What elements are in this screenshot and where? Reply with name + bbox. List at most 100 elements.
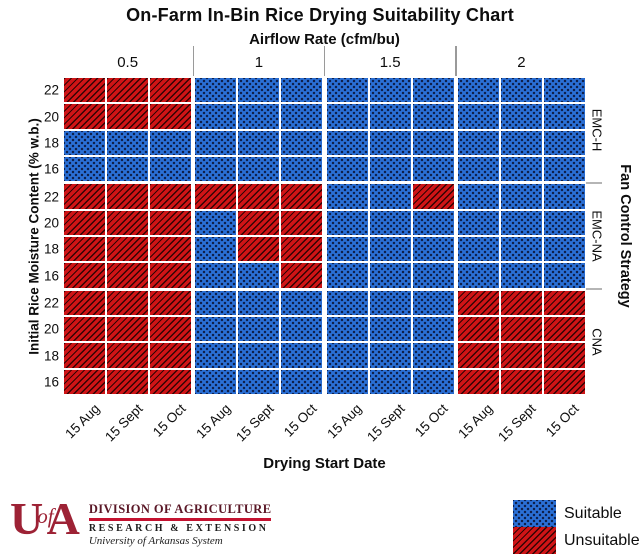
grid-cell — [107, 290, 149, 315]
grid-cell — [457, 78, 499, 103]
grid-cell — [543, 130, 585, 155]
logo-letter-of: of — [37, 504, 54, 528]
uofa-mark: U of A — [10, 496, 80, 542]
grid-cell — [326, 210, 368, 235]
strategy-label: EMC-H — [589, 108, 605, 151]
grid-cell — [369, 263, 411, 288]
grid-cell — [412, 369, 454, 394]
grid-cell — [500, 130, 542, 155]
grid-cell — [107, 343, 149, 368]
grid-cell — [281, 343, 323, 368]
grid-cell — [543, 263, 585, 288]
grid-cell — [369, 130, 411, 155]
grid-cell — [64, 210, 106, 235]
logo-divider-rule — [88, 518, 272, 521]
date-tick-label: 15 Oct — [412, 401, 451, 440]
grid-cell — [150, 184, 192, 209]
grid-cell — [107, 157, 149, 182]
grid-cell — [326, 157, 368, 182]
grid-cell — [457, 290, 499, 315]
grid-cell — [369, 184, 411, 209]
moisture-tick-label: 20 — [43, 109, 59, 124]
date-tick-label: 15 Sept — [232, 401, 277, 445]
date-tick-label: 15 Oct — [149, 401, 189, 440]
moisture-tick-label: 20 — [43, 215, 59, 231]
legend: Suitable Unsuitable — [513, 500, 640, 554]
grid-cell — [238, 130, 280, 155]
grid-cell — [326, 184, 368, 209]
grid-cell — [281, 184, 323, 209]
grid-cell — [326, 369, 368, 394]
moisture-tick-label: 22 — [43, 82, 59, 98]
grid-cell — [107, 369, 149, 394]
grid-cell — [107, 237, 149, 262]
grid-cell — [150, 317, 192, 342]
grid-cell — [500, 369, 542, 394]
grid-cell — [326, 237, 368, 262]
grid-cell — [64, 317, 106, 342]
grid-cell — [543, 369, 585, 394]
grid-cell — [457, 184, 499, 209]
grid-cell — [150, 210, 192, 235]
grid-cell — [457, 237, 499, 262]
grid-cell — [195, 104, 237, 129]
grid-cell — [412, 263, 454, 288]
grid-cell — [195, 369, 237, 394]
grid-cell — [64, 237, 106, 262]
date-tick-label: 15 Aug — [193, 401, 234, 442]
grid-cell — [369, 78, 411, 103]
grid-cell — [500, 290, 542, 315]
grid-cell — [107, 263, 149, 288]
grid-cell — [369, 290, 411, 315]
grid-cell — [150, 263, 192, 288]
grid-cell — [326, 130, 368, 155]
date-tick-label: 15 Oct — [280, 401, 320, 440]
grid-cell — [500, 237, 542, 262]
airflow-rate-axis-title: Airflow Rate (cfm/bu) — [249, 31, 400, 48]
grid-cell — [238, 157, 280, 182]
grid-cell — [281, 369, 323, 394]
moisture-tick-label: 16 — [43, 268, 59, 283]
grid-cell — [64, 263, 106, 288]
airflow-group-tick — [455, 46, 457, 76]
grid-cell — [543, 290, 585, 315]
grid-cell — [412, 184, 454, 209]
grid-cell — [64, 78, 106, 103]
strategy-section-tick — [586, 288, 602, 290]
grid-cell — [150, 290, 192, 315]
grid-cell — [64, 130, 106, 155]
grid-cell — [238, 369, 280, 394]
date-tick-label: 15 Aug — [324, 401, 365, 442]
grid-cell — [281, 130, 323, 155]
grid-cell — [500, 78, 542, 103]
grid-cell — [64, 369, 106, 394]
grid-cell — [326, 263, 368, 288]
logo-letter-a: A — [46, 493, 80, 544]
grid-cell — [281, 290, 323, 315]
grid-cell — [107, 184, 149, 209]
drying-start-date-axis-title: Drying Start Date — [263, 455, 386, 472]
grid-cell — [543, 317, 585, 342]
airflow-group-label: 0.5 — [117, 54, 139, 71]
grid-cell — [195, 210, 237, 235]
logo-text-block: DIVISION OF AGRICULTURE RESEARCH & EXTEN… — [88, 502, 272, 547]
grid-cell — [150, 78, 192, 103]
grid-cell — [412, 104, 454, 129]
grid-cell — [281, 210, 323, 235]
date-tick-label: 15 Aug — [61, 401, 103, 442]
grid-cell — [107, 104, 149, 129]
grid-cell — [369, 157, 411, 182]
grid-cell — [369, 317, 411, 342]
grid-cell — [281, 78, 323, 103]
date-tick-label: 15 Sept — [101, 401, 146, 445]
grid-cell — [543, 237, 585, 262]
moisture-tick-label: 16 — [43, 161, 59, 177]
grid-cell — [281, 104, 323, 129]
grid-cell — [457, 263, 499, 288]
grid-cell — [281, 157, 323, 182]
grid-cell — [369, 369, 411, 394]
grid-cell — [457, 130, 499, 155]
grid-cell — [543, 78, 585, 103]
moisture-tick-label: 18 — [43, 135, 59, 151]
date-tick-label: 15 Sept — [495, 401, 539, 445]
